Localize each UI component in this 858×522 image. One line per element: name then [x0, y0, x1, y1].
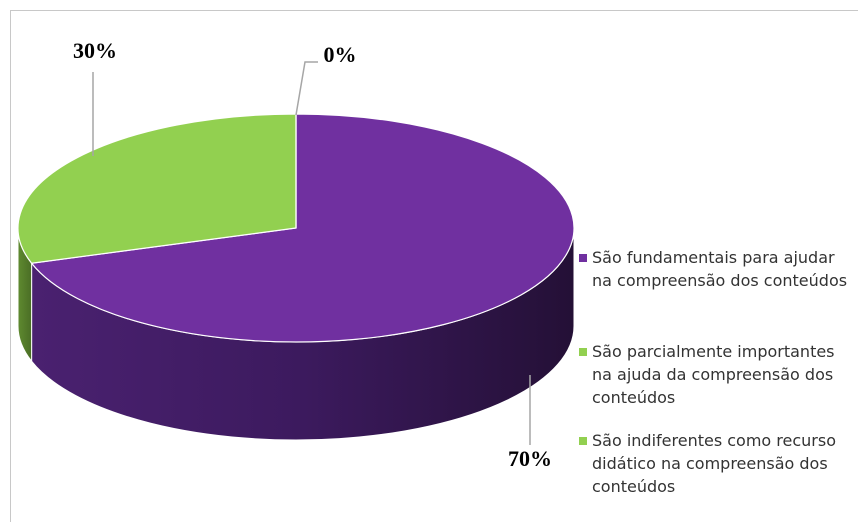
value-label: 0%: [324, 42, 357, 67]
legend-label: São parcialmente importantes na ajuda da…: [592, 342, 835, 407]
legend-swatch: [579, 348, 587, 356]
slice: [17, 113, 297, 264]
legend-swatch: [579, 437, 587, 445]
chart-frame: [10, 10, 858, 522]
legend-swatch: [579, 254, 587, 262]
value-label: 30%: [73, 38, 117, 63]
legend-label: São fundamentais para ajudar na compreen…: [592, 248, 848, 290]
leader-line: [295, 61, 318, 116]
value-label: 70%: [508, 446, 552, 471]
slice: [30, 113, 575, 343]
legend-label: São indiferentes como recurso didático n…: [592, 431, 837, 496]
